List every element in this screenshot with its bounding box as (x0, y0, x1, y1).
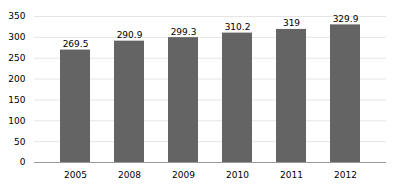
svg-text:310.2: 310.2 (225, 22, 251, 32)
svg-text:250: 250 (8, 53, 25, 63)
svg-text:150: 150 (8, 95, 25, 105)
svg-text:300: 300 (8, 32, 25, 42)
svg-text:2008: 2008 (118, 170, 141, 180)
svg-text:100: 100 (8, 116, 25, 126)
svg-text:329.9: 329.9 (333, 14, 359, 24)
svg-text:290.9: 290.9 (117, 30, 143, 40)
svg-text:0: 0 (20, 157, 26, 167)
svg-text:2011: 2011 (280, 170, 303, 180)
svg-text:50: 50 (14, 137, 26, 147)
svg-text:350: 350 (8, 11, 25, 21)
svg-text:269.5: 269.5 (63, 39, 89, 49)
svg-text:200: 200 (8, 74, 25, 84)
svg-text:2010: 2010 (226, 170, 249, 180)
svg-text:299.3: 299.3 (171, 27, 197, 37)
svg-text:2005: 2005 (64, 170, 87, 180)
svg-text:319: 319 (283, 18, 300, 28)
svg-text:2012: 2012 (334, 170, 357, 180)
svg-text:2009: 2009 (172, 170, 195, 180)
